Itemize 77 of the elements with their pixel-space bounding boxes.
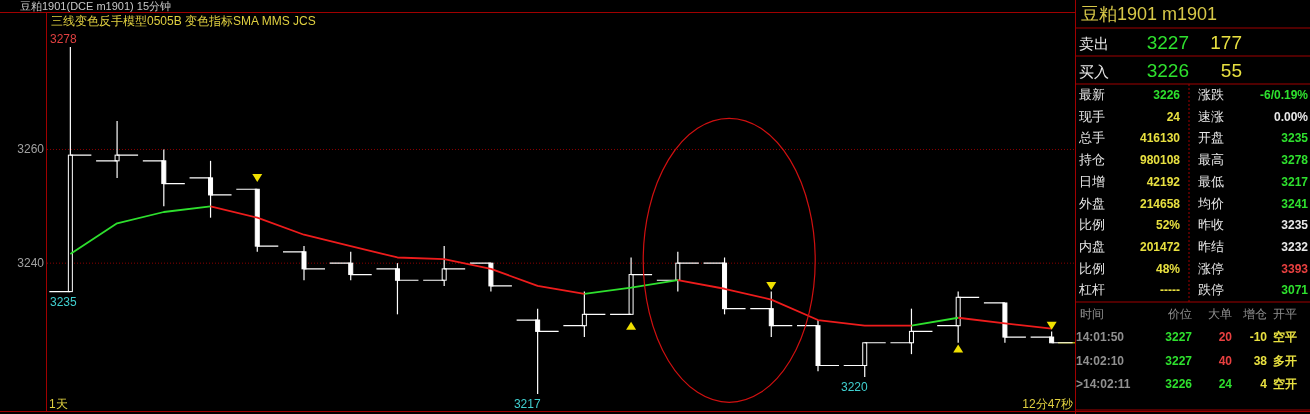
annotation: 12分47秒	[1022, 397, 1073, 411]
text: 价位	[1167, 307, 1192, 321]
text: 多开	[1273, 353, 1297, 368]
text: 3227	[1165, 330, 1193, 344]
text: 最高	[1198, 152, 1224, 168]
chart-subtitle: 三线变色反手模型0505B 变色指标SMA MMS JCS	[51, 14, 316, 28]
text: 持仓	[1079, 152, 1105, 168]
text: 3393	[1281, 261, 1309, 276]
text: 开盘	[1198, 130, 1224, 146]
annotation: 3217	[513, 396, 541, 411]
text: 3217	[1281, 174, 1309, 189]
text: 卖出	[1079, 35, 1109, 52]
text: 最新	[1079, 87, 1105, 102]
text: 时间	[1080, 307, 1104, 321]
text: 3227	[1146, 32, 1189, 53]
text: 比例	[1079, 217, 1105, 233]
text: 0.00%	[1273, 109, 1309, 124]
text: 201472	[1139, 239, 1181, 254]
text: 3227	[1165, 353, 1193, 368]
text: >14:02:11	[1076, 377, 1131, 391]
text: 14:02:10	[1076, 353, 1125, 368]
text: 24	[1218, 377, 1233, 391]
text: 3278	[1281, 153, 1309, 168]
text: 涨跌	[1198, 87, 1224, 102]
text: 177	[1210, 32, 1242, 53]
text: 内盘	[1079, 238, 1105, 254]
text: 速涨	[1198, 108, 1224, 124]
text: 3241	[1281, 196, 1309, 211]
text: 外盘	[1079, 195, 1105, 211]
text: 3232	[1281, 239, 1309, 254]
y-tick-label: 3260	[17, 142, 45, 157]
annotation: 1天	[49, 397, 68, 411]
text: 现手	[1079, 108, 1105, 124]
annotation: 3235	[50, 294, 78, 309]
text: 总手	[1078, 130, 1105, 146]
text: 3235	[1281, 218, 1309, 233]
text: 空开	[1273, 377, 1297, 391]
text: 3071	[1281, 283, 1309, 298]
text: 增仓	[1242, 307, 1267, 321]
text: 416130	[1139, 131, 1181, 146]
annotation: 3278	[50, 32, 78, 47]
text: 均价	[1197, 195, 1224, 211]
text: 24	[1166, 109, 1181, 124]
chart-title: 豆粕1901(DCE m1901) 15分钟	[20, 0, 172, 12]
text: 3226	[1165, 377, 1193, 391]
text: 开平	[1273, 307, 1297, 321]
text: 昨收	[1198, 217, 1224, 233]
text: 日增	[1079, 173, 1105, 189]
text: 3226	[1153, 88, 1181, 102]
text: 昨结	[1198, 238, 1224, 254]
text: 跌停	[1198, 282, 1224, 298]
y-tick-label: 3240	[17, 256, 45, 271]
text: 最低	[1198, 173, 1224, 189]
text: 杠杆	[1078, 282, 1105, 298]
text: -----	[1160, 283, 1180, 298]
text: 48%	[1155, 261, 1181, 276]
text: 豆粕1901 m1901	[1081, 4, 1218, 24]
text: -10	[1249, 330, 1268, 344]
text: 空平	[1273, 330, 1297, 344]
text: 40	[1218, 353, 1233, 368]
text: 3226	[1146, 60, 1189, 81]
text: 42192	[1146, 174, 1181, 189]
text: 14:01:50	[1076, 330, 1125, 344]
text: 55	[1220, 60, 1242, 81]
text: 20	[1218, 330, 1233, 344]
text: 38	[1253, 353, 1268, 368]
text: -6/0.19%	[1259, 88, 1309, 102]
text: 涨停	[1198, 260, 1224, 276]
text: 214658	[1139, 196, 1181, 211]
text: 52%	[1155, 218, 1181, 233]
text: 比例	[1079, 260, 1105, 276]
text: 买入	[1079, 63, 1109, 80]
text: 大单	[1208, 307, 1232, 321]
text: 3235	[1281, 131, 1309, 146]
text: 980108	[1139, 153, 1181, 168]
annotation: 3220	[841, 379, 869, 394]
text: 4	[1260, 377, 1268, 391]
